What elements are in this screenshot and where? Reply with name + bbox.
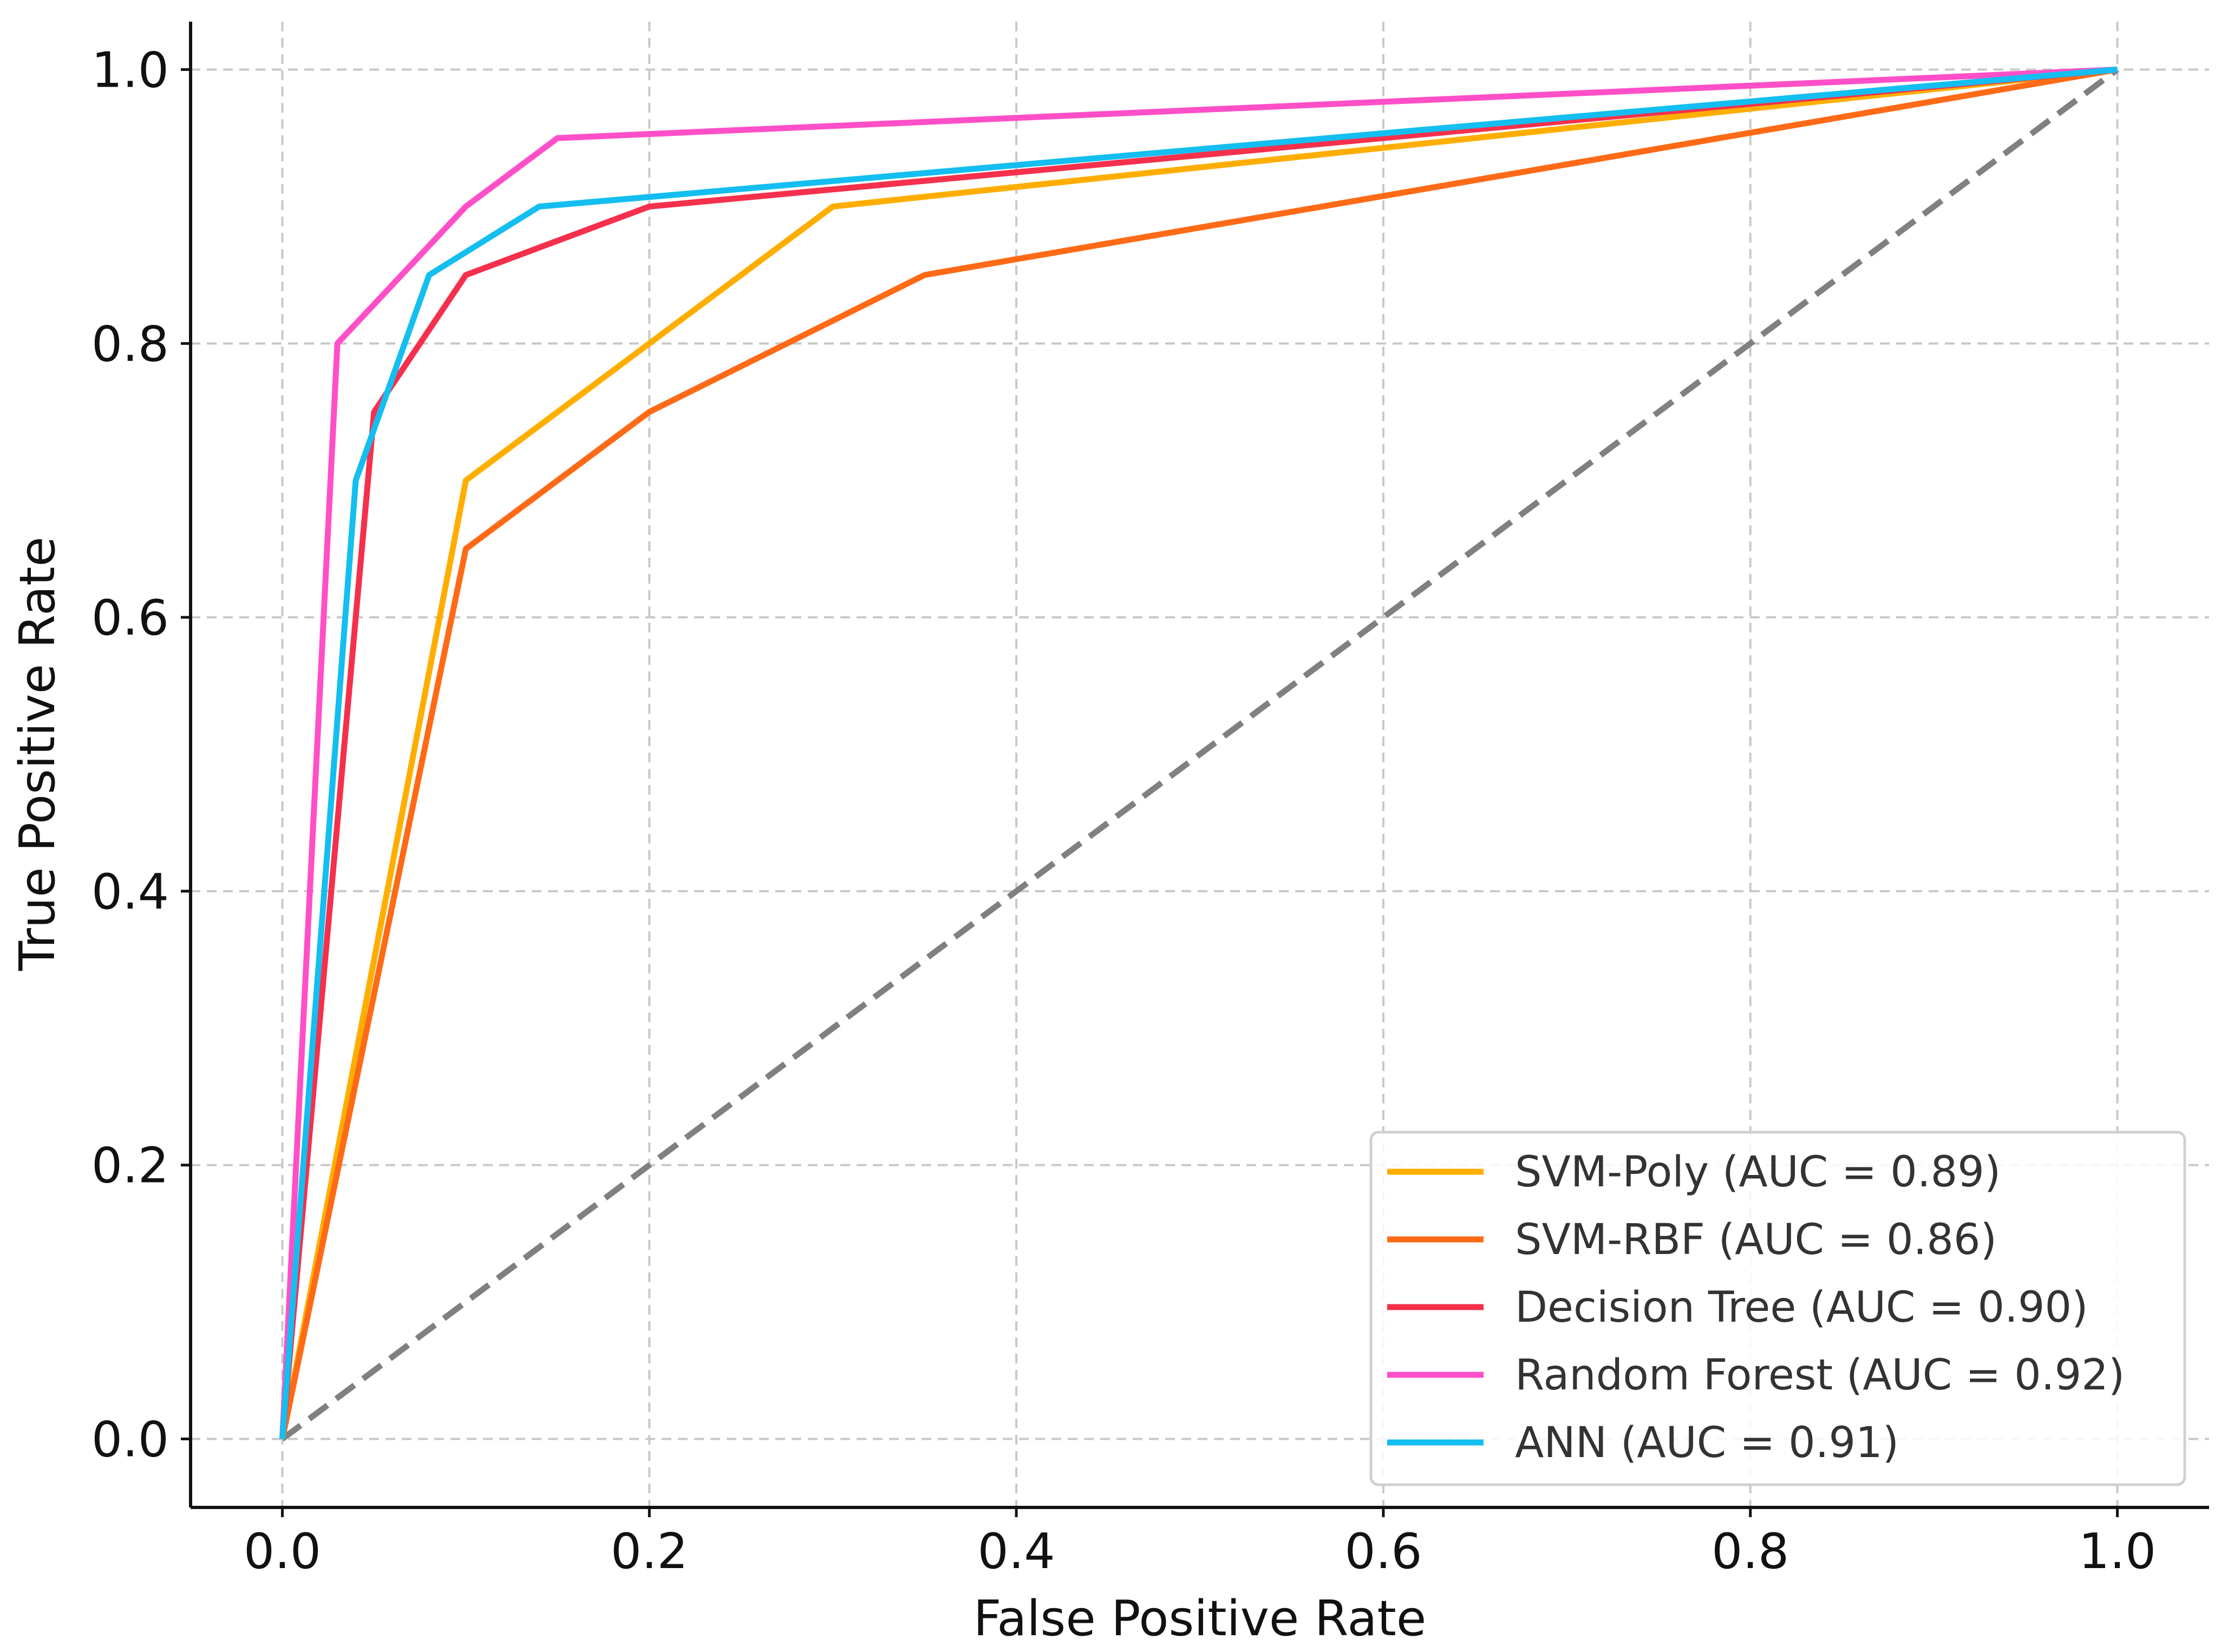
series-lines bbox=[279, 67, 2118, 1440]
x-axis-label: False Positive Rate bbox=[974, 1590, 1426, 1647]
y-axis-label: True Positive Rate bbox=[9, 537, 66, 971]
axes bbox=[189, 22, 2209, 1509]
series-line bbox=[279, 67, 2118, 1439]
legend-label: Random Forest (AUC = 0.92) bbox=[1515, 1351, 2125, 1400]
legend: SVM-Poly (AUC = 0.89) SVM-RBF (AUC = 0.86… bbox=[1369, 1131, 2186, 1486]
x-tick-label: 0.4 bbox=[978, 1523, 1055, 1580]
x-tick-label: 1.0 bbox=[2079, 1523, 2156, 1580]
y-tick-label: 0.6 bbox=[92, 590, 169, 647]
series-line bbox=[279, 67, 2118, 1440]
x-tick-label: 0.2 bbox=[611, 1523, 688, 1580]
reference-diagonal bbox=[280, 67, 2119, 1441]
series-line bbox=[279, 67, 2118, 1440]
y-tick-label: 0.0 bbox=[92, 1412, 169, 1468]
series-line bbox=[279, 67, 2118, 1440]
y-tick-label: 1.0 bbox=[92, 42, 169, 99]
legend-label: SVM-Poly (AUC = 0.89) bbox=[1515, 1148, 2001, 1197]
x-tick-label: 0.6 bbox=[1344, 1523, 1422, 1580]
ticks: 0.0 0.2 0.4 0.6 0.8 1.0 0.0 0.2 0.4 0.6 0.8 1.0 bbox=[92, 42, 2156, 1580]
series-line bbox=[279, 67, 2118, 1439]
y-tick-label: 0.4 bbox=[92, 864, 169, 920]
y-tick-label: 0.8 bbox=[92, 316, 169, 373]
legend-label: Decision Tree (AUC = 0.90) bbox=[1515, 1283, 2088, 1332]
legend-label: SVM-RBF (AUC = 0.86) bbox=[1515, 1216, 1997, 1264]
legend-frame bbox=[1369, 1131, 2186, 1486]
legend-label: ANN (AUC = 0.91) bbox=[1515, 1419, 1899, 1467]
y-tick-label: 0.2 bbox=[92, 1138, 169, 1194]
reference-diagonal-line bbox=[280, 67, 2119, 1441]
x-tick-label: 0.8 bbox=[1712, 1523, 1789, 1580]
x-tick-label: 0.0 bbox=[244, 1523, 321, 1580]
